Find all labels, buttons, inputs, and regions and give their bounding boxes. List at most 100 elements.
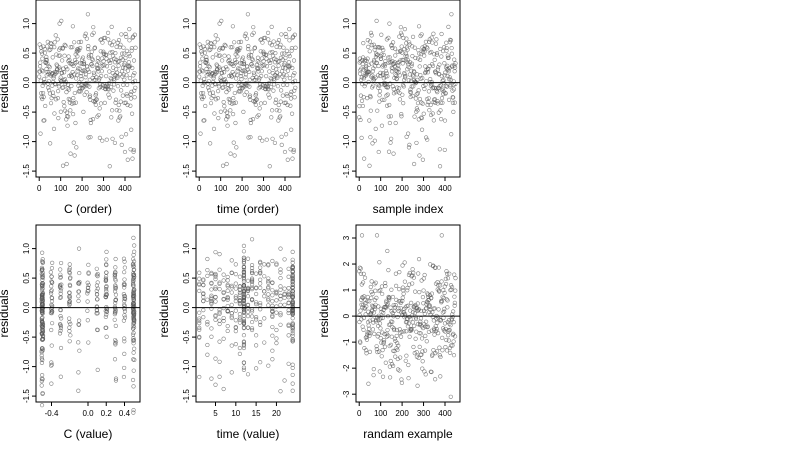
data-point (425, 324, 430, 329)
data-point (64, 117, 69, 122)
data-point (266, 276, 271, 281)
data-point (381, 47, 386, 53)
data-point (95, 280, 100, 285)
data-point (452, 294, 457, 299)
data-point (253, 91, 259, 96)
data-point (40, 294, 45, 300)
data-point (378, 56, 384, 61)
data-point (438, 46, 443, 52)
data-point (254, 333, 259, 338)
data-point (39, 304, 45, 310)
data-point (383, 283, 388, 289)
data-point (273, 60, 278, 65)
data-point (47, 65, 52, 70)
data-point (264, 74, 269, 79)
data-point (372, 76, 377, 82)
data-point (430, 310, 435, 315)
data-point (200, 69, 205, 74)
data-point (122, 277, 127, 282)
data-point (261, 49, 266, 54)
data-point (401, 35, 406, 41)
data-point (377, 93, 382, 98)
data-point (254, 302, 259, 307)
data-point (290, 316, 295, 321)
data-point (423, 69, 428, 75)
data-point (104, 52, 109, 57)
data-point (425, 300, 430, 305)
data-point (359, 75, 364, 80)
data-point (439, 279, 444, 284)
data-point (50, 260, 55, 266)
data-point (113, 378, 119, 383)
data-point (366, 326, 372, 331)
data-point (58, 267, 63, 272)
data-point (402, 260, 407, 265)
data-point (40, 257, 45, 262)
data-point (217, 65, 222, 70)
data-point (283, 66, 288, 71)
data-point (357, 265, 362, 270)
data-point (423, 333, 428, 339)
data-point (49, 360, 54, 365)
data-point (233, 341, 238, 347)
data-point (67, 299, 72, 304)
data-point (246, 46, 251, 52)
data-point (67, 294, 72, 299)
data-point (67, 100, 72, 105)
data-point (439, 74, 444, 79)
data-point (205, 81, 211, 86)
data-point (129, 45, 134, 51)
data-point (375, 73, 381, 78)
data-point (369, 279, 374, 284)
y-tick-label: 1.0 (342, 17, 351, 29)
y-tick-label: 0.5 (22, 272, 31, 284)
x-tick-label: 400 (118, 184, 132, 193)
data-point (109, 24, 114, 29)
data-point (395, 341, 400, 346)
data-point (68, 45, 73, 50)
data-point (410, 54, 415, 59)
data-point (361, 41, 366, 46)
data-point (410, 309, 416, 315)
data-point (447, 271, 452, 276)
data-point (223, 79, 228, 84)
data-point (399, 310, 404, 315)
data-point (102, 100, 107, 105)
data-point (392, 60, 397, 65)
data-point (40, 306, 46, 311)
data-point (67, 97, 73, 102)
plot-frame (35, 0, 141, 178)
data-point (380, 45, 385, 51)
data-point (219, 18, 224, 24)
data-point (371, 83, 376, 88)
data-point (40, 250, 45, 255)
data-point (198, 131, 203, 136)
y-tick-label: 1.0 (182, 242, 191, 254)
data-point (237, 298, 242, 303)
data-point (258, 84, 263, 89)
y-tick-label: -2 (342, 364, 351, 372)
data-point (439, 299, 445, 304)
data-point (421, 111, 426, 116)
data-point (445, 276, 451, 281)
data-point (406, 145, 412, 150)
data-point (226, 54, 231, 59)
data-point (87, 93, 93, 98)
data-point (360, 57, 365, 63)
data-point (279, 88, 284, 93)
data-point (40, 320, 45, 325)
data-point (424, 135, 429, 140)
data-point (131, 338, 137, 343)
data-point (266, 292, 271, 297)
data-point (206, 64, 211, 69)
data-point (90, 63, 95, 69)
data-point (290, 331, 295, 336)
data-point (58, 274, 63, 280)
data-point (66, 114, 71, 119)
data-point (67, 301, 72, 306)
data-point (86, 282, 91, 288)
data-point (59, 79, 64, 84)
data-point (443, 276, 448, 281)
